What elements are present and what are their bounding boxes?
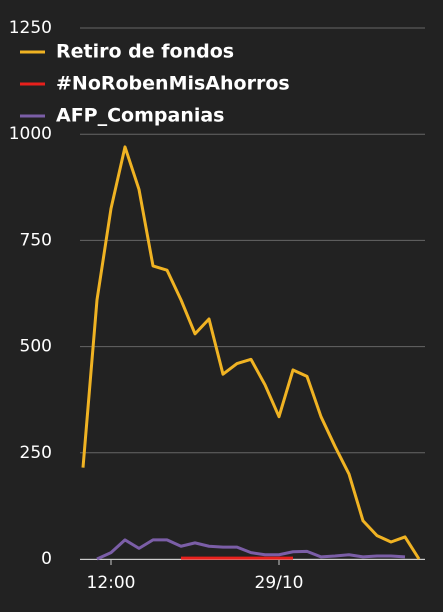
y-tick-label: 1000 xyxy=(9,124,52,144)
y-tick-label: 1250 xyxy=(9,18,52,38)
series-line xyxy=(96,538,406,561)
x-tick-label: 29/10 xyxy=(255,573,304,593)
legend-label: Retiro de fondos xyxy=(56,41,234,63)
y-tick-label: 0 xyxy=(41,549,52,569)
y-tick-label: 250 xyxy=(20,443,52,463)
legend-label: #NoRobenMisAhorros xyxy=(56,73,290,95)
y-tick-label: 500 xyxy=(20,337,52,357)
y-tick-label: 750 xyxy=(20,230,52,250)
series-line xyxy=(81,145,421,560)
legend-label: AFP_Companias xyxy=(56,105,225,127)
x-tick-label: 12:00 xyxy=(87,573,136,593)
